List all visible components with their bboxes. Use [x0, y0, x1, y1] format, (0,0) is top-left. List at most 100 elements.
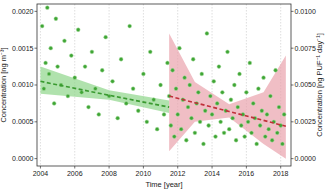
y-axis-label: Concentration [ng m⁻³] — [0, 47, 8, 122]
x-tick — [246, 166, 247, 169]
data-point — [124, 102, 128, 106]
data-point — [210, 113, 214, 117]
y-tick-label: 0.0020 — [12, 8, 34, 15]
data-point — [239, 124, 243, 128]
data-point — [183, 76, 187, 80]
x-tick — [74, 166, 75, 169]
data-point — [142, 72, 146, 76]
data-point — [131, 87, 135, 91]
data-point — [152, 98, 156, 102]
data-point — [119, 57, 123, 61]
y-tick-label: 0.0005 — [12, 118, 34, 125]
trend-line — [169, 96, 286, 126]
data-point — [275, 131, 279, 135]
x-tick — [143, 166, 144, 169]
data-point — [270, 138, 274, 142]
data-point — [255, 142, 259, 146]
data-point — [198, 120, 202, 124]
data-point — [40, 24, 44, 28]
data-point — [220, 90, 224, 94]
data-point — [202, 142, 206, 146]
data-point — [136, 109, 140, 113]
data-point — [184, 138, 188, 142]
data-point — [191, 57, 195, 61]
confidence-band — [40, 67, 169, 113]
data-point — [265, 113, 269, 117]
y-tick — [35, 48, 38, 49]
data-point — [262, 76, 266, 80]
data-point — [260, 109, 264, 113]
y-tick — [35, 85, 38, 86]
data-point — [179, 127, 183, 131]
x-tick — [40, 166, 41, 169]
data-point — [93, 87, 97, 91]
y-tick-label: 0.0015 — [12, 45, 34, 52]
grid-line — [246, 4, 247, 166]
plot-frame — [37, 4, 291, 166]
data-point — [207, 124, 211, 128]
x-tick-label: 2006 — [67, 170, 83, 177]
data-point — [104, 35, 108, 39]
data-point — [214, 135, 218, 139]
data-point — [231, 116, 235, 120]
data-point — [186, 105, 190, 109]
chart: 200420062008201020122014201620180.00000.… — [0, 0, 328, 189]
y2-tick-label: 0.0050 — [295, 81, 317, 88]
data-point — [196, 90, 200, 94]
grid-line — [143, 4, 144, 166]
y2-tick-label: 0.0075 — [295, 45, 317, 52]
confidence-band — [169, 33, 286, 158]
data-point — [226, 50, 230, 54]
data-point — [66, 94, 70, 98]
data-point — [234, 138, 238, 142]
x-tick-label: 2012 — [170, 170, 186, 177]
data-point — [100, 68, 104, 72]
data-point — [236, 105, 240, 109]
y-tick — [35, 11, 38, 12]
x-tick — [212, 166, 213, 169]
data-point — [244, 90, 248, 94]
data-point — [148, 50, 152, 54]
data-point — [222, 131, 226, 135]
data-point — [256, 87, 260, 91]
data-point — [145, 120, 149, 124]
y2-tick — [291, 121, 294, 122]
data-point — [52, 102, 56, 106]
y2-tick-label: 0.0000 — [295, 155, 317, 162]
data-point — [217, 65, 221, 69]
x-tick — [177, 166, 178, 169]
data-point — [155, 127, 159, 131]
data-point — [282, 113, 286, 117]
data-point — [63, 39, 67, 43]
grid-line — [109, 4, 110, 166]
data-point — [267, 127, 271, 131]
data-point — [42, 87, 46, 91]
y-tick — [35, 158, 38, 159]
data-point — [200, 72, 204, 76]
y2-axis-label: Concentration [ng PUF⁻¹ day⁻¹] — [315, 33, 324, 137]
data-point — [111, 79, 115, 83]
data-point — [269, 94, 273, 98]
x-tick — [280, 166, 281, 169]
data-point — [193, 131, 197, 135]
data-point — [159, 83, 163, 87]
data-point — [277, 105, 281, 109]
data-point — [166, 61, 170, 65]
data-point — [205, 32, 209, 36]
data-point — [188, 83, 192, 87]
x-axis-label: Time [year] — [145, 180, 182, 189]
data-point — [73, 76, 77, 80]
data-point — [83, 65, 87, 69]
background — [0, 0, 328, 189]
data-point — [90, 50, 94, 54]
data-point — [250, 131, 254, 135]
data-point — [174, 87, 178, 91]
data-point — [238, 72, 242, 76]
x-tick-label: 2008 — [101, 170, 117, 177]
data-point — [49, 46, 53, 50]
data-point — [45, 6, 49, 10]
data-point — [116, 116, 120, 120]
x-tick-label: 2014 — [204, 170, 220, 177]
data-point — [178, 46, 182, 50]
x-tick-label: 2016 — [239, 170, 255, 177]
